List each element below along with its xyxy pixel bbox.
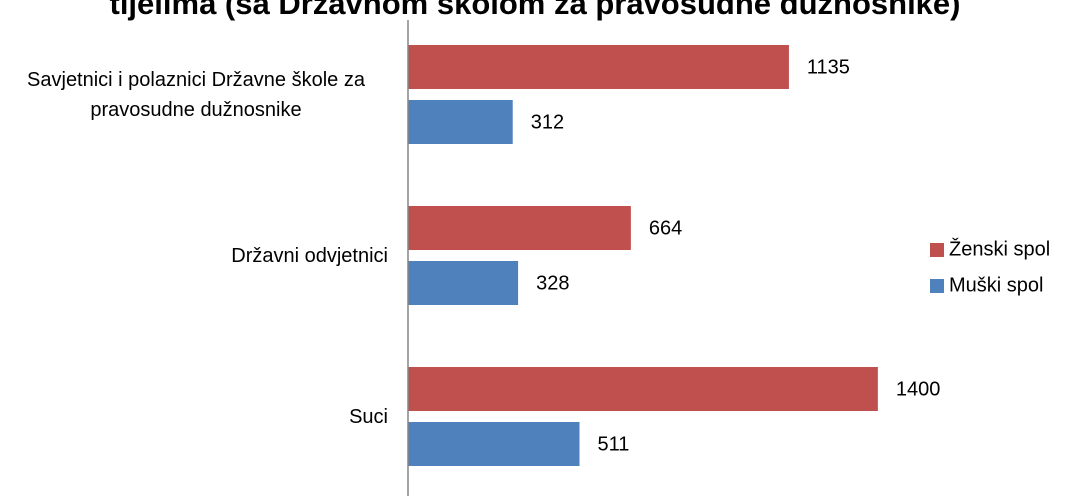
value-label: 1400	[896, 378, 941, 400]
category-text: Suci	[349, 405, 388, 428]
category-text: Državni odvjetnici	[231, 244, 388, 267]
category-label: Državni odvjetnici	[0, 175, 388, 336]
value-label: 1135	[807, 56, 850, 78]
value-label: 328	[536, 272, 569, 294]
category-text: Savjetnici i polaznici Državne škole za …	[27, 68, 365, 121]
legend-swatch	[930, 279, 944, 293]
bar	[408, 422, 580, 466]
legend-label: Muški spol	[949, 274, 1043, 296]
value-label: 312	[531, 111, 564, 133]
category-label: Suci	[0, 336, 388, 496]
legend-swatch	[930, 243, 944, 257]
chart-title: tijelima (sa Državnom školom za pravosud…	[109, 0, 961, 21]
legend-label: Ženski spol	[949, 237, 1050, 260]
bar	[408, 100, 513, 144]
bar	[408, 45, 789, 89]
bar	[408, 206, 631, 250]
bar	[408, 367, 878, 411]
value-label: 664	[649, 217, 682, 239]
value-label: 511	[598, 433, 630, 455]
category-label: Savjetnici i polaznici Državne škole za …	[0, 14, 388, 175]
bar	[408, 261, 519, 305]
